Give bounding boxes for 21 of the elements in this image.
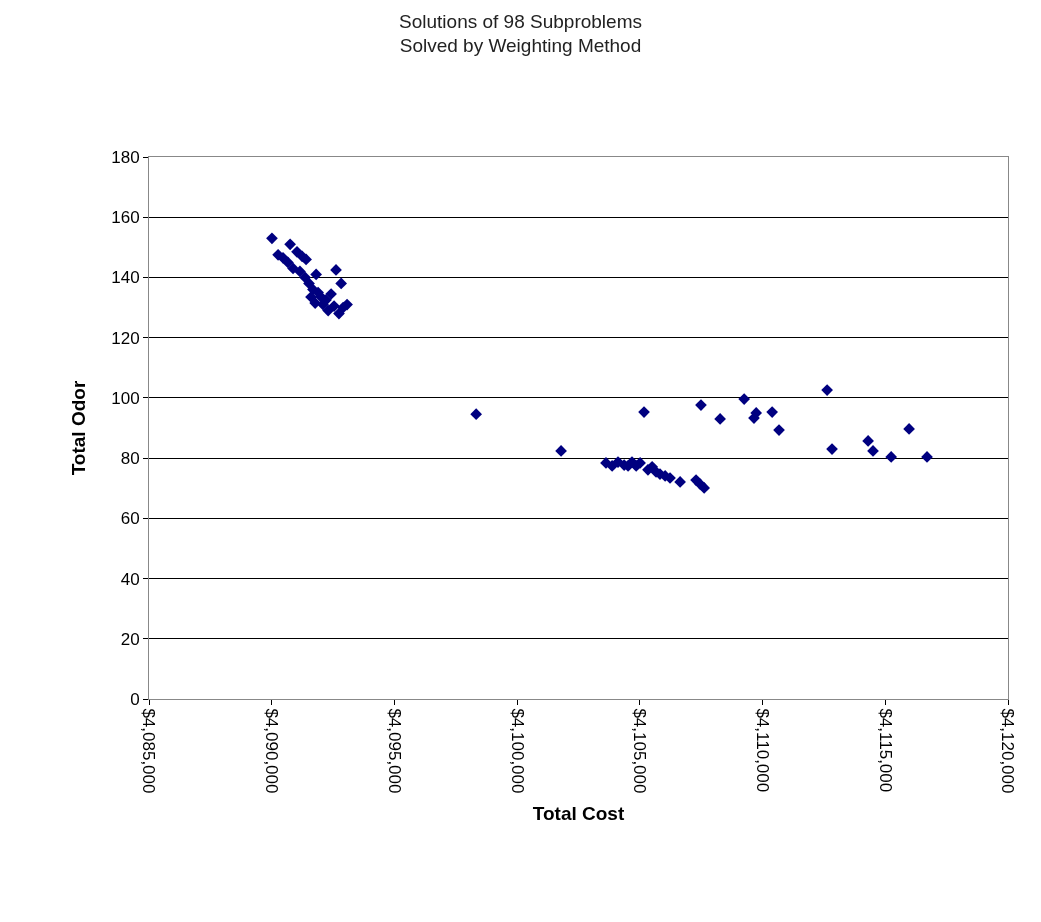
x-axis-title: Total Cost (532, 803, 625, 825)
x-tick-label: $4,090,000 (262, 708, 282, 794)
x-tick-label: $4,120,000 (998, 708, 1018, 794)
x-tick-label: $4,110,000 (753, 708, 773, 793)
chart-title: Solutions of 98 Subproblems Solved by Weighting Method (399, 10, 642, 57)
y-tick-label: 160 (111, 208, 140, 228)
y-tick-label: 100 (111, 388, 140, 408)
x-tick-label: $4,105,000 (630, 708, 650, 794)
y-tick-label: 0 (130, 689, 140, 709)
x-tick-label: $4,115,000 (875, 708, 895, 793)
y-tick-label: 120 (111, 328, 140, 348)
y-axis-title: Total Odor (68, 380, 90, 476)
y-tick-label: 180 (111, 147, 140, 167)
x-tick-label: $4,085,000 (139, 708, 159, 794)
x-tick-label: $4,100,000 (507, 708, 527, 794)
y-tick-label: 40 (120, 569, 140, 589)
y-tick-label: 80 (120, 449, 140, 469)
y-tick-label: 20 (120, 629, 140, 649)
y-tick-label: 140 (111, 268, 140, 288)
y-tick-label: 60 (120, 509, 140, 529)
x-tick-label: $4,095,000 (384, 708, 404, 794)
